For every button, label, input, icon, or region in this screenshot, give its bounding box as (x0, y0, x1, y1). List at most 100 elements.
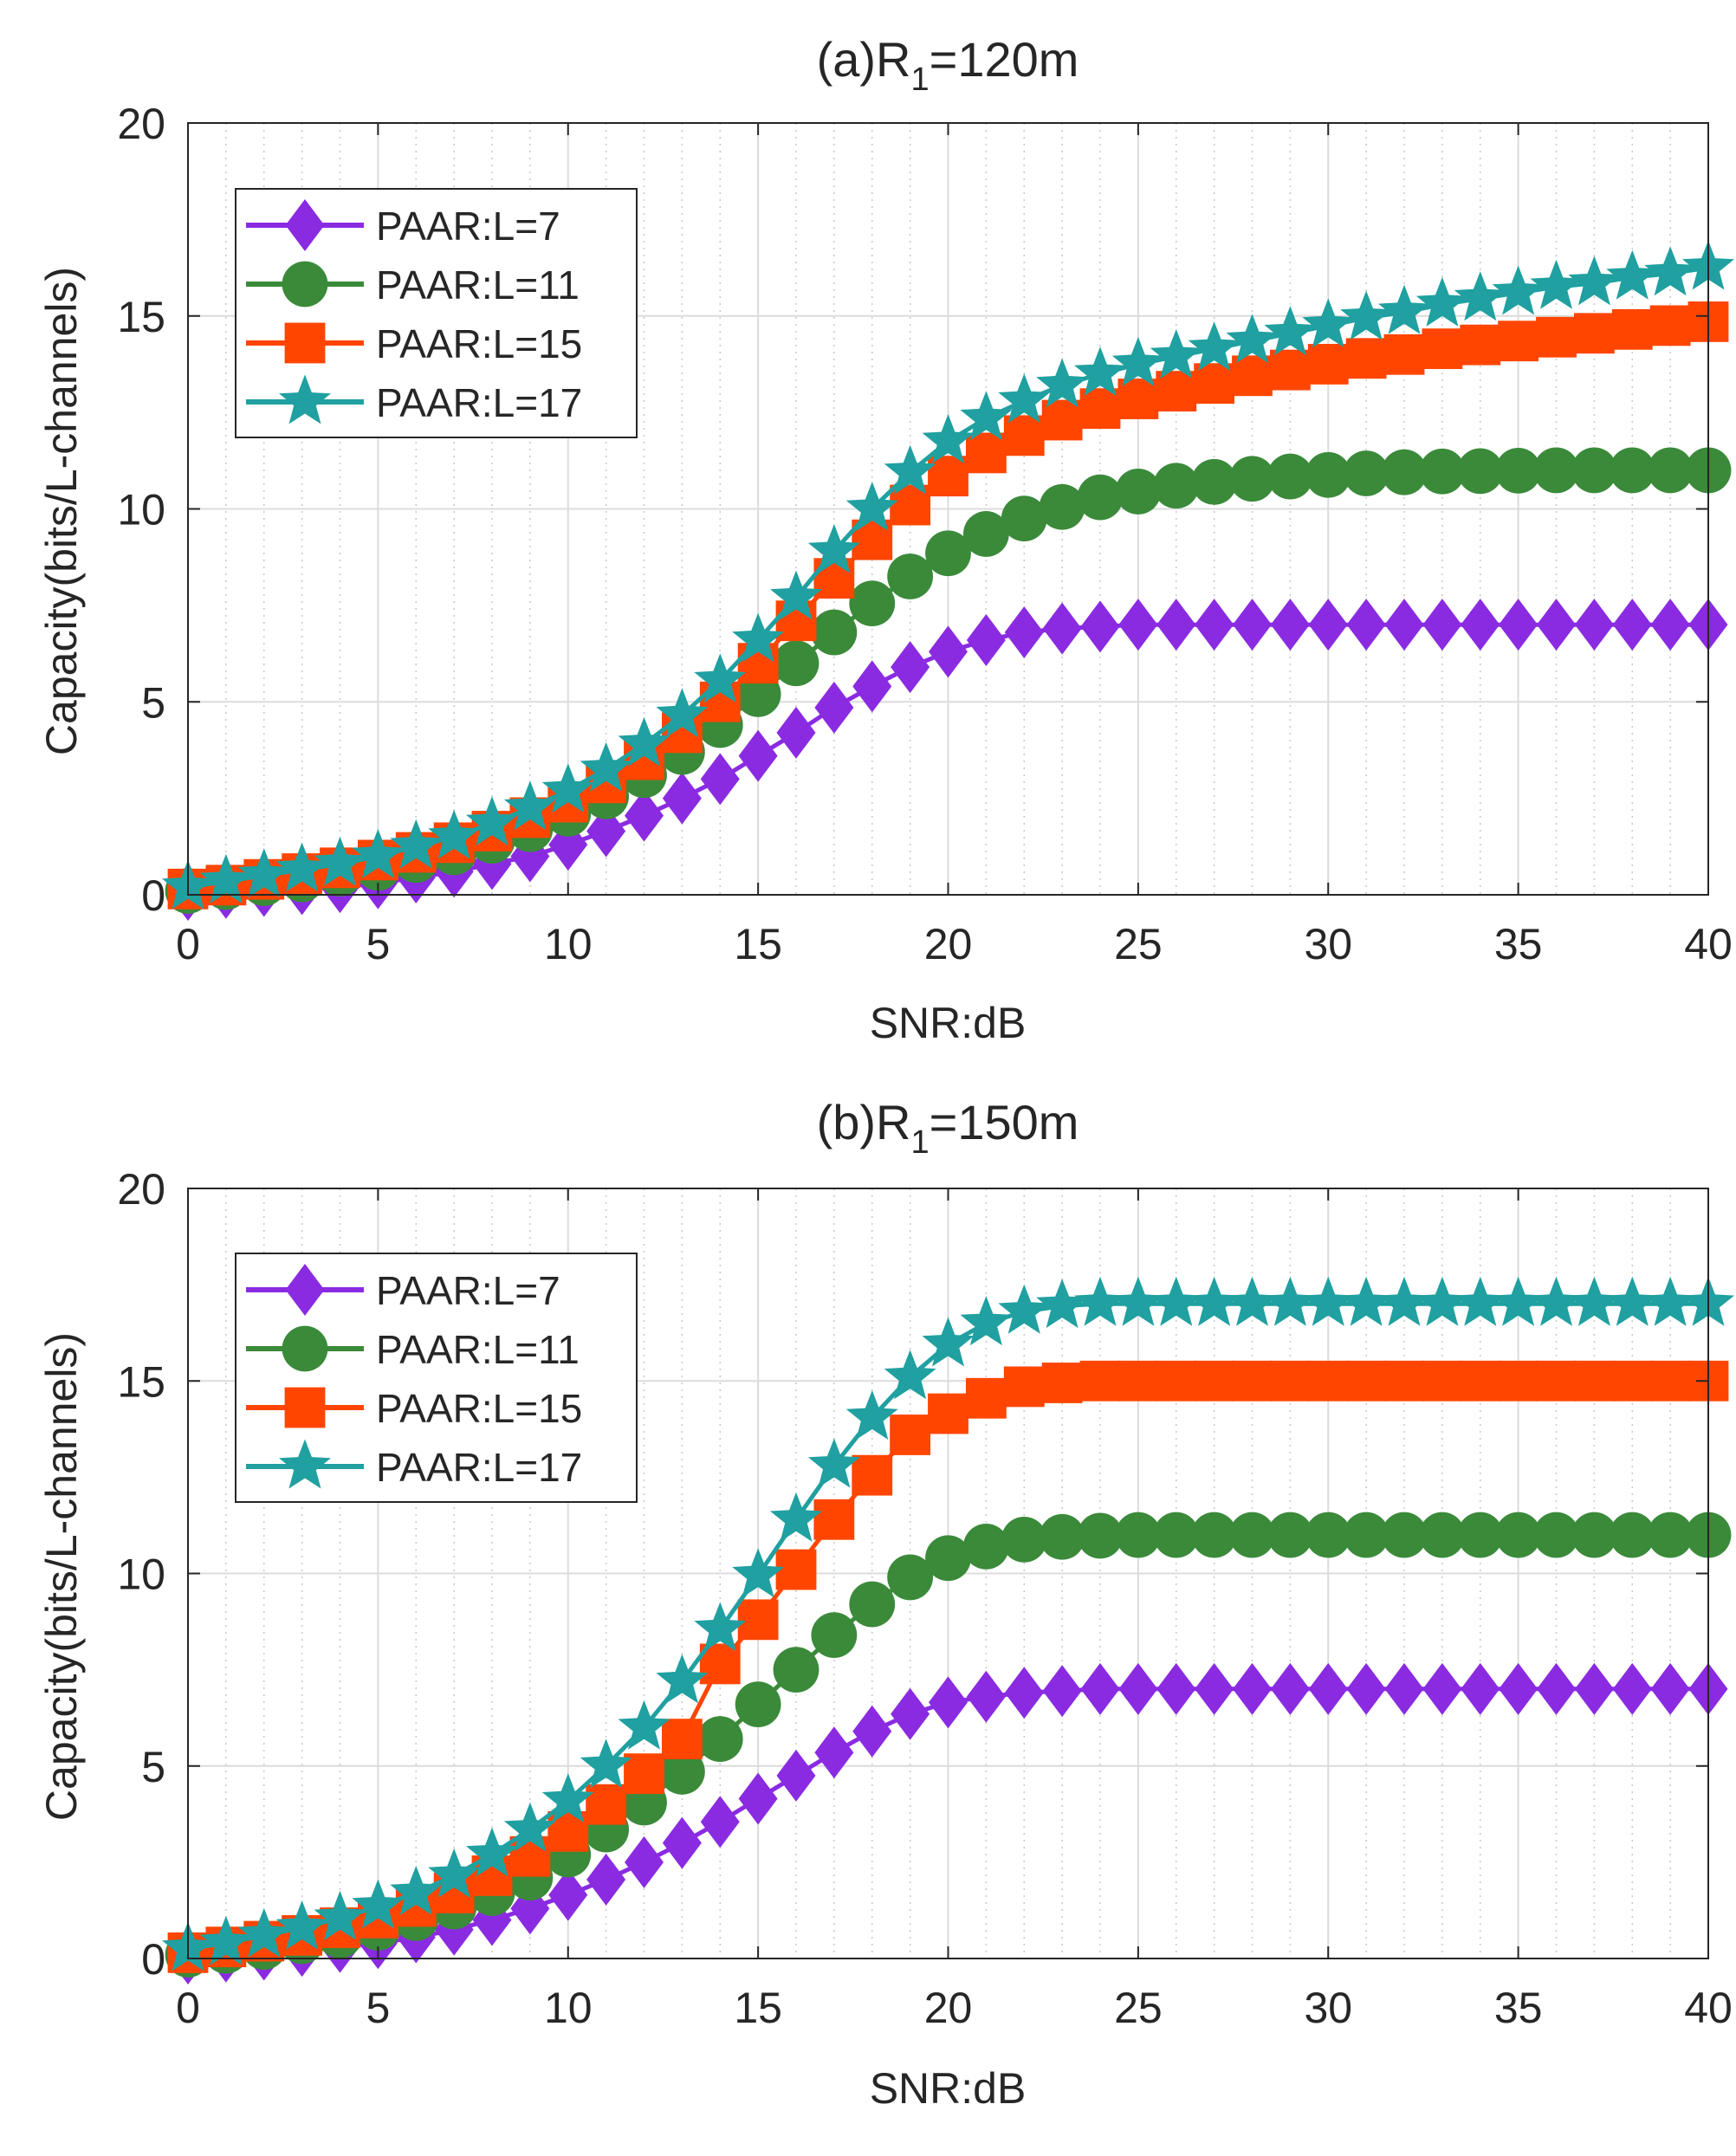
data-point-square (813, 558, 855, 599)
data-point-star (1340, 290, 1393, 340)
legend-item: PAAR:L=7 (246, 199, 560, 251)
data-point-star (1454, 1276, 1506, 1326)
data-point-diamond (1346, 1662, 1386, 1715)
data-point-star (1264, 1276, 1317, 1326)
data-point-square (1079, 388, 1121, 430)
data-point-square (1649, 1360, 1691, 1402)
legend-label: PAAR:L=7 (376, 1268, 560, 1313)
data-point-diamond (1233, 1662, 1272, 1715)
legend-label: PAAR:L=11 (376, 262, 580, 308)
x-tick-label: 5 (366, 920, 390, 968)
data-point-circle (658, 1749, 705, 1795)
data-point-circle (1571, 447, 1617, 494)
x-tick-label: 25 (1114, 920, 1163, 968)
data-point-circle (1609, 447, 1655, 494)
data-point-diamond (1574, 1662, 1614, 1715)
data-point-circle (1305, 451, 1351, 498)
data-point-star (884, 444, 936, 495)
data-point-diamond (1270, 1662, 1310, 1715)
data-point-star (1530, 259, 1583, 309)
data-point-diamond (1612, 1662, 1652, 1715)
data-point-circle (1647, 1512, 1694, 1558)
data-point-diamond (1537, 599, 1576, 651)
data-point-star (1111, 336, 1164, 386)
data-point-circle (1609, 1512, 1655, 1558)
data-point-square (1307, 344, 1349, 385)
data-point-diamond (586, 1853, 626, 1906)
data-point-diamond (1461, 1662, 1500, 1715)
data-point-circle (887, 1554, 934, 1601)
data-point-star (960, 1296, 1013, 1346)
data-point-diamond (1499, 599, 1538, 651)
x-axis-label: SNR:dB (870, 999, 1027, 1047)
data-point-star (1188, 1276, 1240, 1326)
y-tick-label: 5 (141, 1743, 165, 1791)
data-point-diamond (1233, 599, 1272, 651)
y-axis-label: Capacity(bits/L-channels) (37, 1332, 86, 1821)
data-point-star (541, 1773, 594, 1823)
data-point-diamond (662, 772, 702, 825)
data-point-square (1460, 324, 1501, 366)
x-tick-label: 10 (544, 920, 593, 968)
data-point-star (1302, 298, 1355, 348)
data-point-star (1644, 246, 1697, 296)
data-point-diamond (625, 1836, 664, 1888)
data-point-circle (1229, 456, 1275, 502)
data-point-star (1264, 306, 1317, 356)
data-point-diamond (738, 729, 778, 782)
data-point-diamond (1574, 599, 1614, 651)
data-point-star (275, 842, 328, 892)
data-point-star (618, 1700, 670, 1750)
data-point-star (1644, 1276, 1697, 1326)
data-point-diamond (625, 789, 664, 842)
data-point-square (1079, 1360, 1121, 1402)
data-point-square (1117, 1360, 1159, 1402)
data-point-circle (1419, 1512, 1466, 1558)
data-point-star (1378, 1276, 1430, 1326)
data-point-star (352, 1879, 405, 1929)
data-point-square (1194, 363, 1235, 405)
data-point-square (509, 1836, 551, 1877)
data-point-circle (1343, 450, 1389, 496)
data-point-circle (849, 580, 896, 627)
data-point-star (390, 819, 443, 869)
data-point-square (1232, 1360, 1273, 1402)
data-point-star (275, 1900, 328, 1950)
data-point-circle (1533, 1512, 1579, 1558)
data-point-star (428, 1848, 481, 1898)
data-point-circle (1229, 1512, 1275, 1558)
data-point-square (1460, 1360, 1501, 1402)
data-point-circle (1457, 1512, 1504, 1558)
title-subscript: 1 (910, 62, 929, 98)
y-tick-label: 0 (141, 1935, 165, 1984)
data-point-star (428, 809, 481, 859)
data-point-square (1573, 1360, 1615, 1402)
data-point-circle (1077, 1512, 1124, 1559)
data-point-circle (773, 1647, 819, 1693)
legend-marker-circle (282, 261, 328, 308)
data-point-star (807, 524, 860, 573)
data-point-star (1568, 256, 1621, 306)
legend-item: PAAR:L=15 (246, 1386, 582, 1431)
legend-item: PAAR:L=11 (246, 261, 580, 308)
data-point-star (1378, 284, 1430, 334)
series-2 (167, 1360, 1729, 1973)
data-point-star (1568, 1276, 1621, 1326)
data-point-square (1041, 399, 1083, 441)
legend-marker-circle (282, 1325, 328, 1372)
data-point-square (1573, 313, 1615, 354)
data-point-square (1422, 328, 1463, 370)
plot-area (162, 1276, 1734, 1984)
data-point-circle (1001, 495, 1047, 542)
data-point-circle (1647, 447, 1694, 494)
data-point-diamond (1650, 1662, 1690, 1715)
data-point-diamond (1042, 602, 1082, 655)
legend-marker-diamond (285, 199, 325, 251)
data-point-circle (1191, 1512, 1238, 1558)
x-tick-label: 35 (1494, 920, 1543, 968)
data-point-diamond (852, 1705, 892, 1758)
data-point-diamond (1499, 1662, 1538, 1715)
data-point-circle (1266, 453, 1313, 500)
data-point-star (960, 391, 1013, 441)
